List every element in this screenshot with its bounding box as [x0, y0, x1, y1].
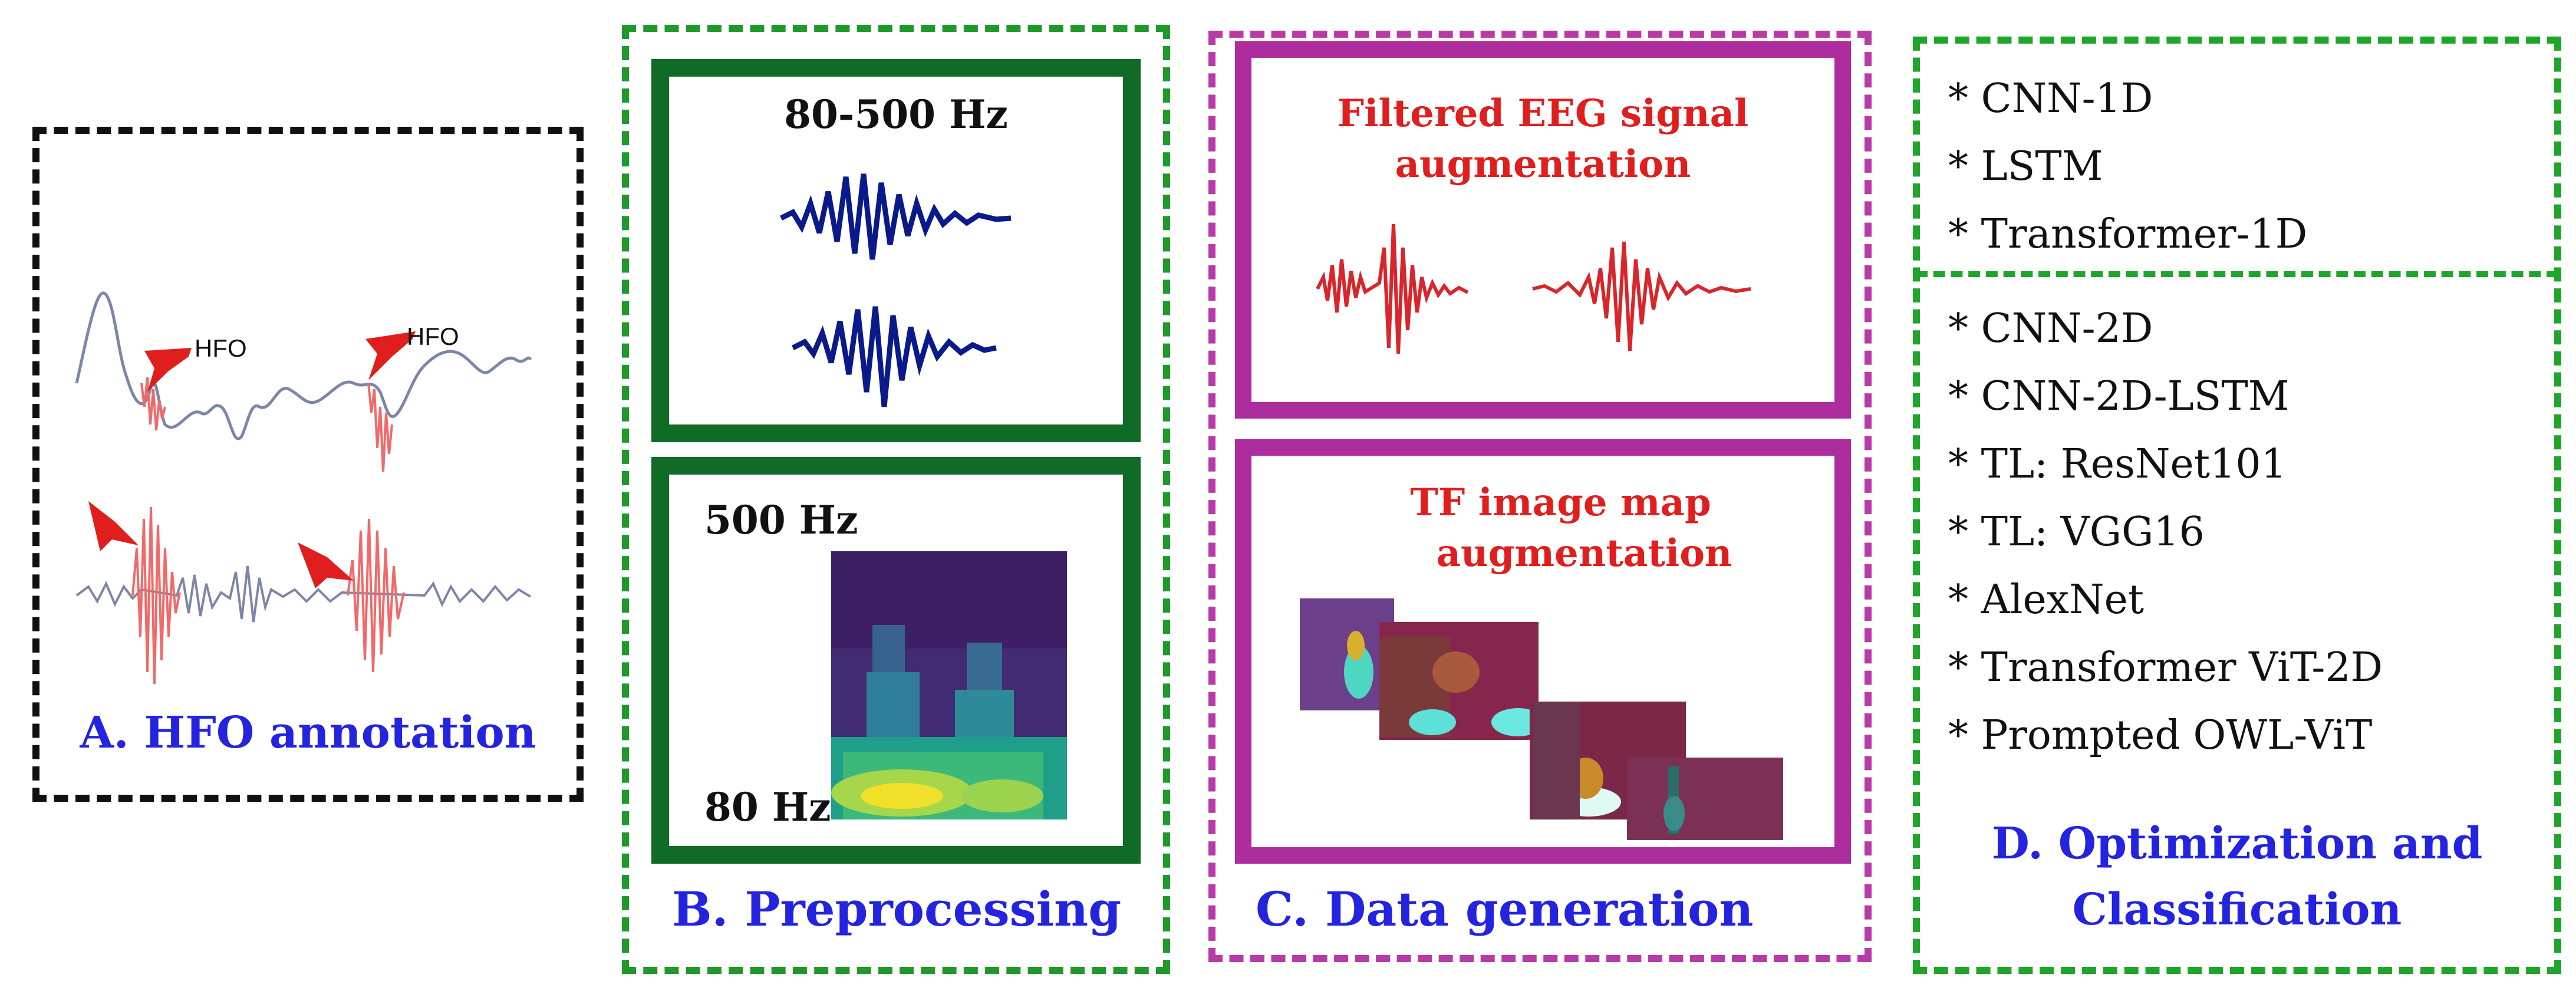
panel-a-hfo-annotation — [32, 127, 584, 802]
panel-d-caption-line2: Classification — [2072, 884, 2402, 935]
list-item: * Transformer ViT-2D — [1948, 644, 2383, 691]
hfo-burst-1 — [131, 506, 181, 684]
raw-eeg-trace — [75, 291, 532, 440]
list-item: * TL: VGG16 — [1948, 509, 2205, 555]
list-item: * AlexNet — [1948, 577, 2145, 623]
augmented-signal-2 — [1532, 241, 1751, 351]
filtered-wave-2 — [791, 306, 997, 407]
model-list-1d: * CNN-1D * LSTM * Transformer-1D — [1948, 65, 2307, 268]
panel-c-data-generation — [1208, 31, 1872, 962]
hfo-label-2: HFO — [407, 322, 459, 350]
signal-augmentation-title: Filtered EEG signal augmentation — [1235, 88, 1851, 190]
panel-b-preprocessing — [622, 25, 1170, 974]
filtered-wave-1 — [779, 173, 1012, 260]
tf-map-1 — [1300, 598, 1394, 710]
list-item: * TL: ResNet101 — [1948, 441, 2287, 488]
red-arrow-icon — [88, 501, 139, 551]
spectrogram-box — [651, 457, 1141, 864]
panel-d-classification — [1913, 37, 2561, 974]
tf-map-augmentation-title-line2: augmentation — [1436, 531, 1732, 575]
freq-high-label: 500 Hz — [704, 497, 858, 543]
panel-d-caption: D. Optimization and Classification — [1916, 811, 2558, 943]
tf-map-4 — [1627, 758, 1783, 840]
red-arrow-icon — [144, 348, 192, 392]
red-arrow-icon — [365, 331, 416, 380]
freq-low-label: 80 Hz — [704, 784, 831, 830]
augmented-signal-1 — [1316, 223, 1469, 354]
spectrogram-image — [831, 551, 1067, 819]
tf-map-augmentation-box — [1235, 439, 1851, 864]
list-item: * Transformer-1D — [1948, 211, 2308, 258]
panel-c-caption: C. Data generation — [1256, 881, 1754, 937]
tf-map-2 — [1379, 622, 1544, 740]
signal-augmentation-title-line2: augmentation — [1395, 142, 1691, 186]
hfo-segment-1 — [140, 377, 166, 431]
panel-b-caption: B. Preprocessing — [672, 881, 1122, 937]
model-group-divider — [1916, 271, 2558, 277]
panel-a-caption: A. HFO annotation — [80, 707, 536, 758]
list-item: * LSTM — [1948, 143, 2103, 190]
signal-augmentation-box — [1235, 41, 1851, 419]
tf-map-augmentation-title-line1: TF image map — [1410, 480, 1711, 525]
list-item: * CNN-2D-LSTM — [1948, 373, 2290, 420]
list-item: * CNN-1D — [1948, 75, 2153, 122]
band-label: 80-500 Hz — [784, 91, 1008, 137]
filtered-signal-box — [651, 59, 1141, 442]
list-item: * CNN-2D — [1948, 305, 2153, 352]
tf-map-augmentation-title: TF image map augmentation — [1235, 478, 1851, 579]
model-list-2d: * CNN-2D * CNN-2D-LSTM * TL: ResNet101 *… — [1948, 295, 2383, 769]
hfo-label-1: HFO — [195, 334, 247, 362]
red-arrow-icon — [298, 542, 354, 588]
hfo-burst-2 — [347, 518, 405, 673]
hfo-segment-2 — [367, 383, 393, 472]
signal-augmentation-title-line1: Filtered EEG signal — [1337, 91, 1749, 136]
list-item: * Prompted OWL-ViT — [1948, 712, 2373, 759]
panel-d-caption-line1: D. Optimization and — [1991, 818, 2483, 869]
